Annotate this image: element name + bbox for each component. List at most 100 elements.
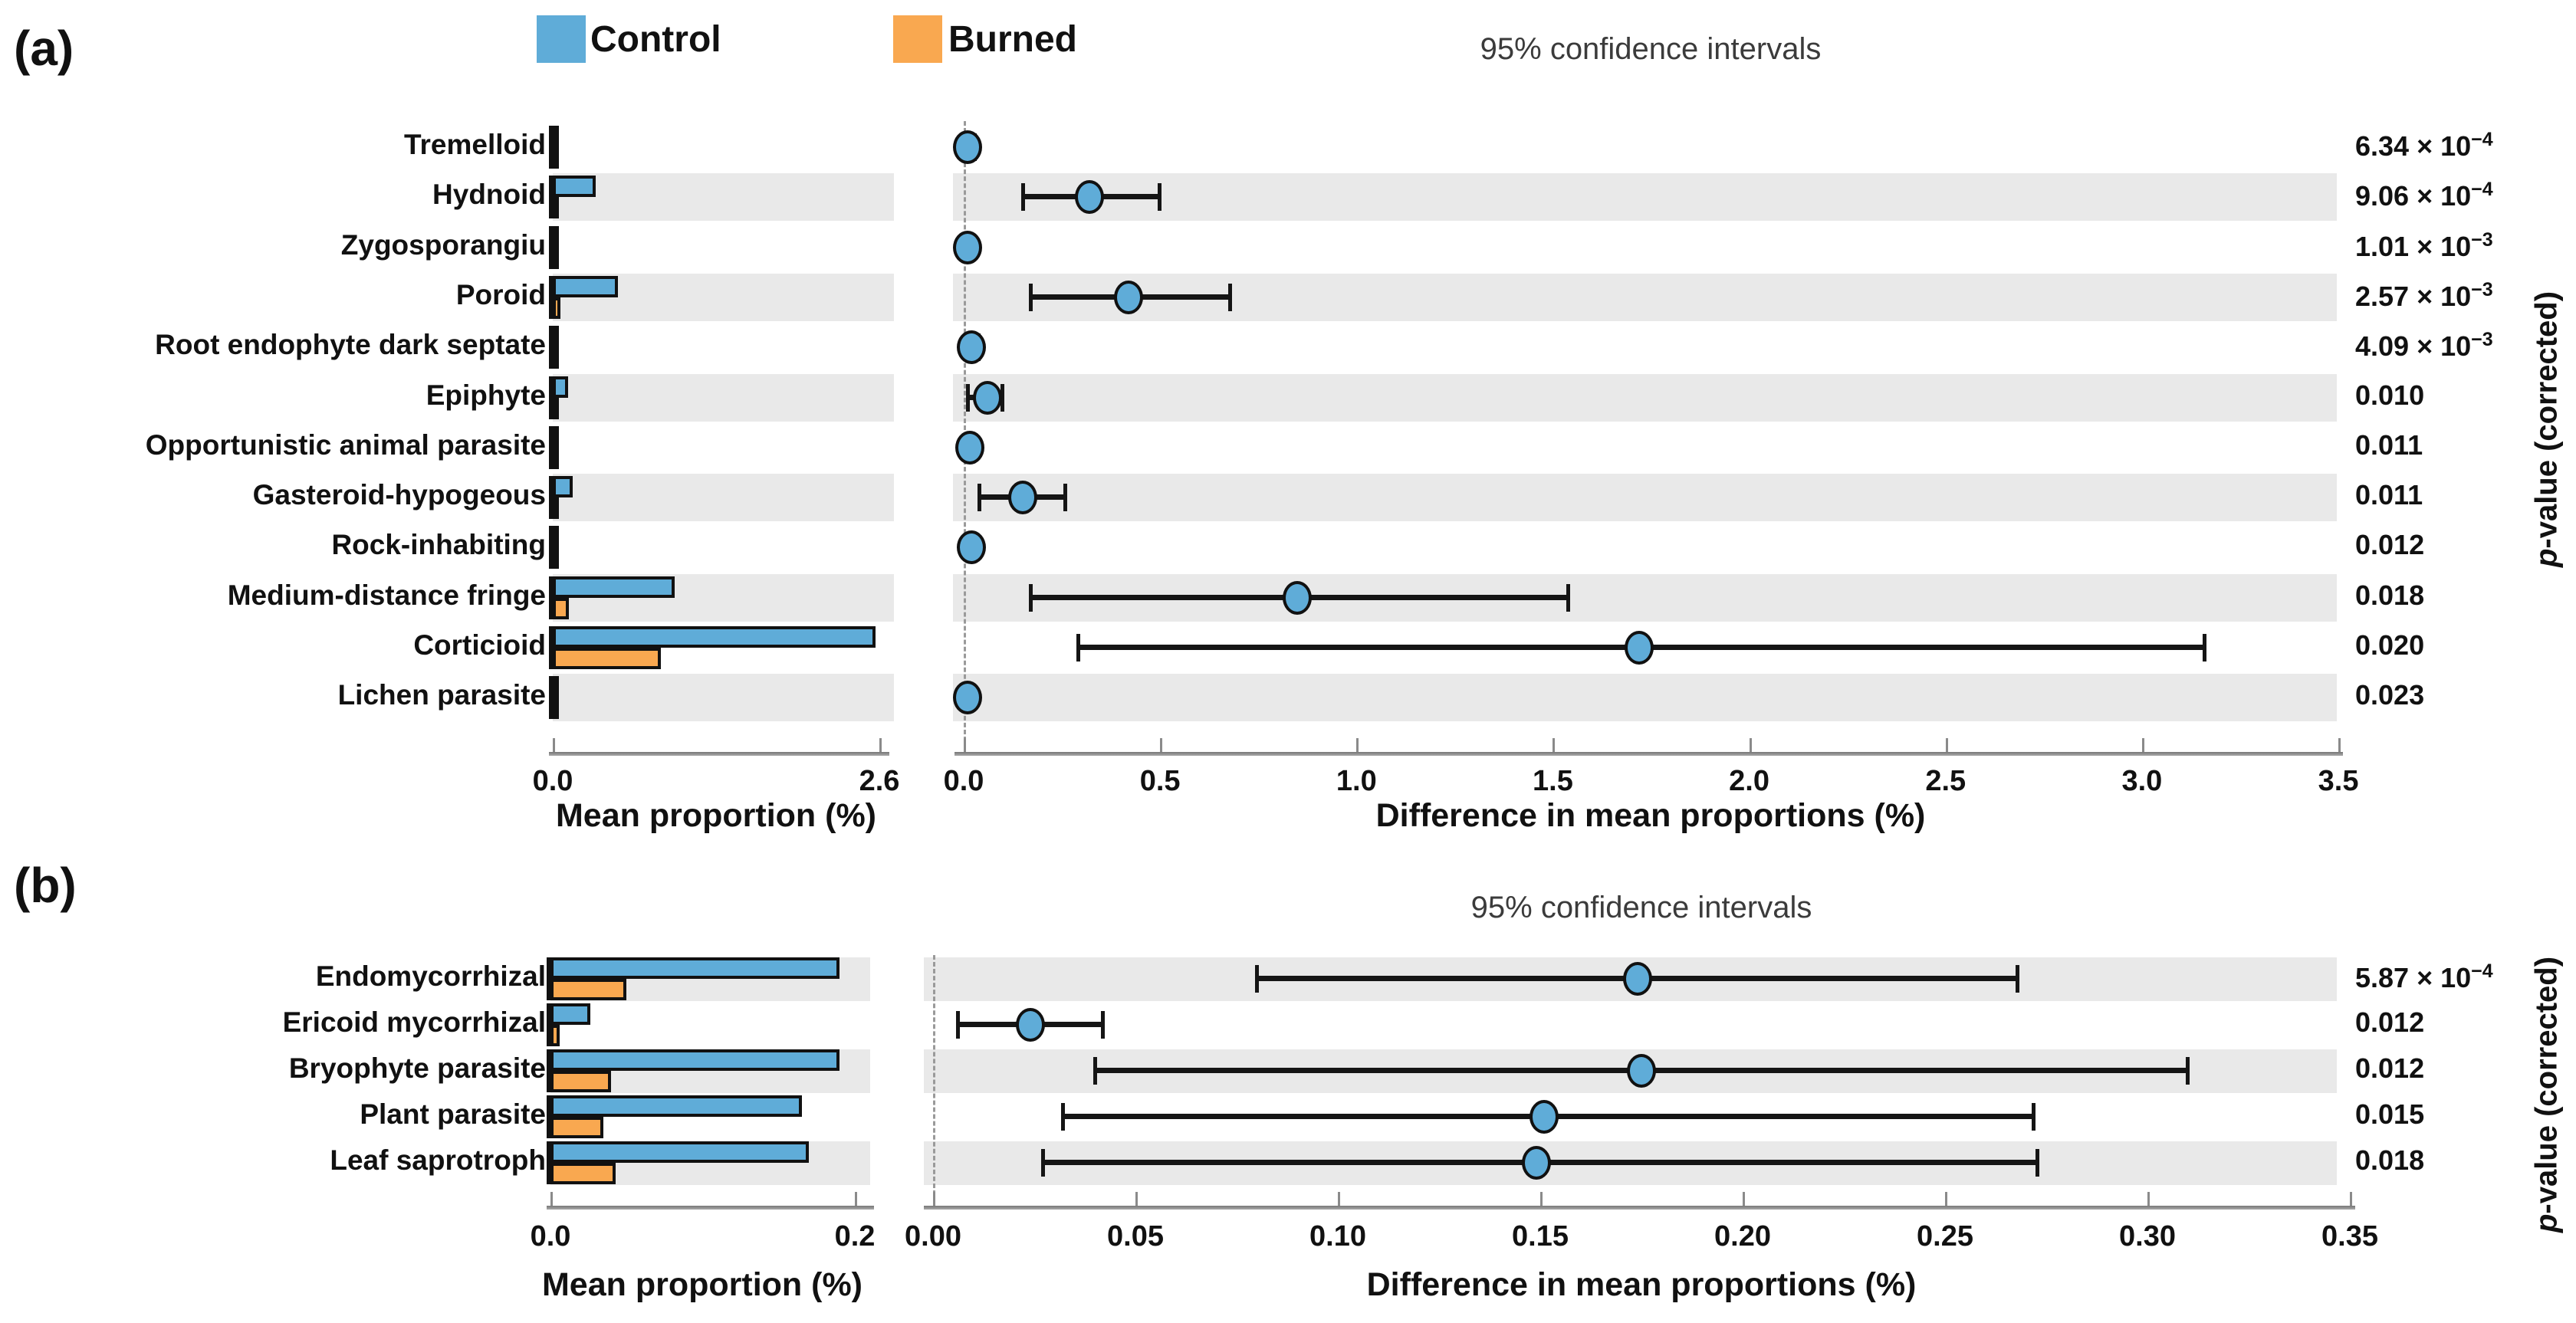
error-bar-cap-high bbox=[2202, 634, 2206, 662]
diff-axis-title-b: Difference in mean proportions (%) bbox=[1366, 1266, 1917, 1303]
bar-x-axis bbox=[547, 1206, 874, 1210]
row-label: Zygosporangiu bbox=[340, 228, 546, 261]
ci-dot bbox=[957, 530, 987, 565]
error-bar-cap-low bbox=[955, 1011, 960, 1039]
error-bar-cap-low bbox=[1093, 1057, 1098, 1085]
ci-dot bbox=[953, 681, 983, 715]
row-label: Medium-distance fringe bbox=[227, 579, 546, 611]
diff-axis-tick-label: 0.25 bbox=[1917, 1220, 1973, 1252]
control-bar bbox=[553, 126, 559, 147]
legend-label-control: Control bbox=[590, 19, 721, 60]
p-value: 0.023 bbox=[2355, 679, 2425, 711]
diff-axis-tick bbox=[1160, 738, 1163, 752]
p-value-axis-label: p-value (corrected) bbox=[2529, 956, 2564, 1233]
control-bar bbox=[553, 476, 573, 498]
row-label: Root endophyte dark septate bbox=[155, 329, 546, 361]
ci-dot bbox=[1627, 1054, 1656, 1088]
row-label: Gasteroid-hypogeous bbox=[252, 479, 546, 511]
ci-dot bbox=[1530, 1100, 1559, 1134]
p-value: 4.09 × 10−3 bbox=[2355, 329, 2493, 363]
category-axis-tick bbox=[547, 1095, 550, 1138]
p-value: 0.011 bbox=[2355, 479, 2423, 511]
error-bar-cap-high bbox=[1228, 283, 1233, 311]
error-bar-cap-low bbox=[1040, 1149, 1045, 1177]
diff-axis-tick-label: 0.15 bbox=[1512, 1220, 1569, 1252]
ci-dot bbox=[953, 230, 983, 264]
control-bar bbox=[550, 1095, 802, 1117]
row-label: Endomycorrhizal bbox=[315, 960, 546, 992]
control-bar bbox=[550, 1003, 590, 1025]
bar-axis-tick bbox=[553, 738, 555, 752]
burned-bar bbox=[553, 497, 559, 520]
diff-axis-tick bbox=[1749, 738, 1752, 752]
burned-bar bbox=[550, 1071, 612, 1092]
burned-bar bbox=[553, 547, 559, 570]
p-value: 6.34 × 10−4 bbox=[2355, 129, 2493, 162]
error-bar-cap-low bbox=[1029, 583, 1033, 612]
control-bar bbox=[553, 576, 675, 598]
ci-dot bbox=[1074, 180, 1104, 215]
diff-axis-tick-label: 1.0 bbox=[1336, 765, 1377, 797]
diff-axis-tick-label: 0.35 bbox=[2321, 1220, 2378, 1252]
row-label: Plant parasite bbox=[360, 1098, 546, 1130]
burned-bar bbox=[553, 297, 560, 319]
diff-x-axis bbox=[924, 1206, 2355, 1210]
diff-axis-tick bbox=[1135, 1192, 1138, 1206]
p-value: 2.57 × 10−3 bbox=[2355, 278, 2493, 312]
p-value: 0.020 bbox=[2355, 629, 2425, 661]
diff-axis-tick-label: 0.20 bbox=[1714, 1220, 1771, 1252]
ci-dot bbox=[1521, 1146, 1551, 1180]
category-axis-tick bbox=[547, 1141, 550, 1184]
row-stripe bbox=[553, 674, 894, 722]
error-bar-cap-high bbox=[2036, 1149, 2040, 1177]
category-axis-tick bbox=[549, 326, 553, 369]
p-value: 0.012 bbox=[2355, 1052, 2425, 1084]
control-bar bbox=[553, 626, 876, 648]
burned-bar bbox=[550, 979, 627, 1000]
category-axis-tick bbox=[549, 225, 553, 269]
error-bar-cap-high bbox=[2185, 1057, 2190, 1085]
category-axis-tick bbox=[549, 576, 553, 619]
diff-axis-title-a: Difference in mean proportions (%) bbox=[1375, 797, 1926, 834]
panel-a-letter: (a) bbox=[14, 21, 74, 76]
ci-dot bbox=[953, 130, 983, 164]
category-axis-tick bbox=[549, 425, 553, 469]
category-axis-tick bbox=[549, 676, 553, 720]
control-bar bbox=[553, 326, 559, 348]
error-bar-cap-low bbox=[1255, 965, 1260, 993]
category-axis-tick bbox=[547, 1049, 550, 1092]
ci-dot bbox=[1625, 631, 1654, 665]
legend-swatch-control bbox=[537, 15, 586, 63]
row-stripe bbox=[553, 173, 894, 222]
category-axis-tick bbox=[549, 526, 553, 570]
diff-axis-tick-label: 2.5 bbox=[1925, 765, 1967, 797]
ci-dot bbox=[1007, 481, 1037, 515]
error-bar-cap-high bbox=[1001, 383, 1005, 412]
burned-bar bbox=[553, 597, 570, 619]
ci-dot bbox=[1283, 580, 1313, 615]
diff-axis-tick bbox=[1356, 738, 1359, 752]
diff-axis-tick-label: 0.10 bbox=[1309, 1220, 1366, 1252]
control-bar bbox=[553, 676, 559, 698]
bar-axis-tick bbox=[855, 1192, 857, 1206]
bar-axis-tick bbox=[879, 738, 882, 752]
diff-axis-tick-label: 3.5 bbox=[2318, 765, 2359, 797]
burned-bar bbox=[553, 648, 661, 669]
row-label: Rock-inhabiting bbox=[331, 529, 546, 561]
row-label: Leaf saprotroph bbox=[330, 1144, 546, 1176]
bar-x-axis bbox=[549, 752, 889, 756]
burned-bar bbox=[550, 1163, 616, 1184]
category-axis-tick bbox=[547, 957, 550, 1000]
row-stripe bbox=[553, 474, 894, 522]
row-label: Ericoid mycorrhizal bbox=[282, 1006, 546, 1038]
burned-bar bbox=[553, 247, 559, 269]
diff-axis-tick-label: 0.05 bbox=[1107, 1220, 1164, 1252]
burned-bar bbox=[553, 447, 559, 469]
burned-bar bbox=[553, 147, 559, 169]
control-bar bbox=[550, 1049, 840, 1071]
burned-bar bbox=[550, 1025, 560, 1046]
p-value: 1.01 × 10−3 bbox=[2355, 228, 2493, 262]
ci-dot bbox=[957, 330, 987, 365]
row-stripe bbox=[953, 373, 2337, 422]
